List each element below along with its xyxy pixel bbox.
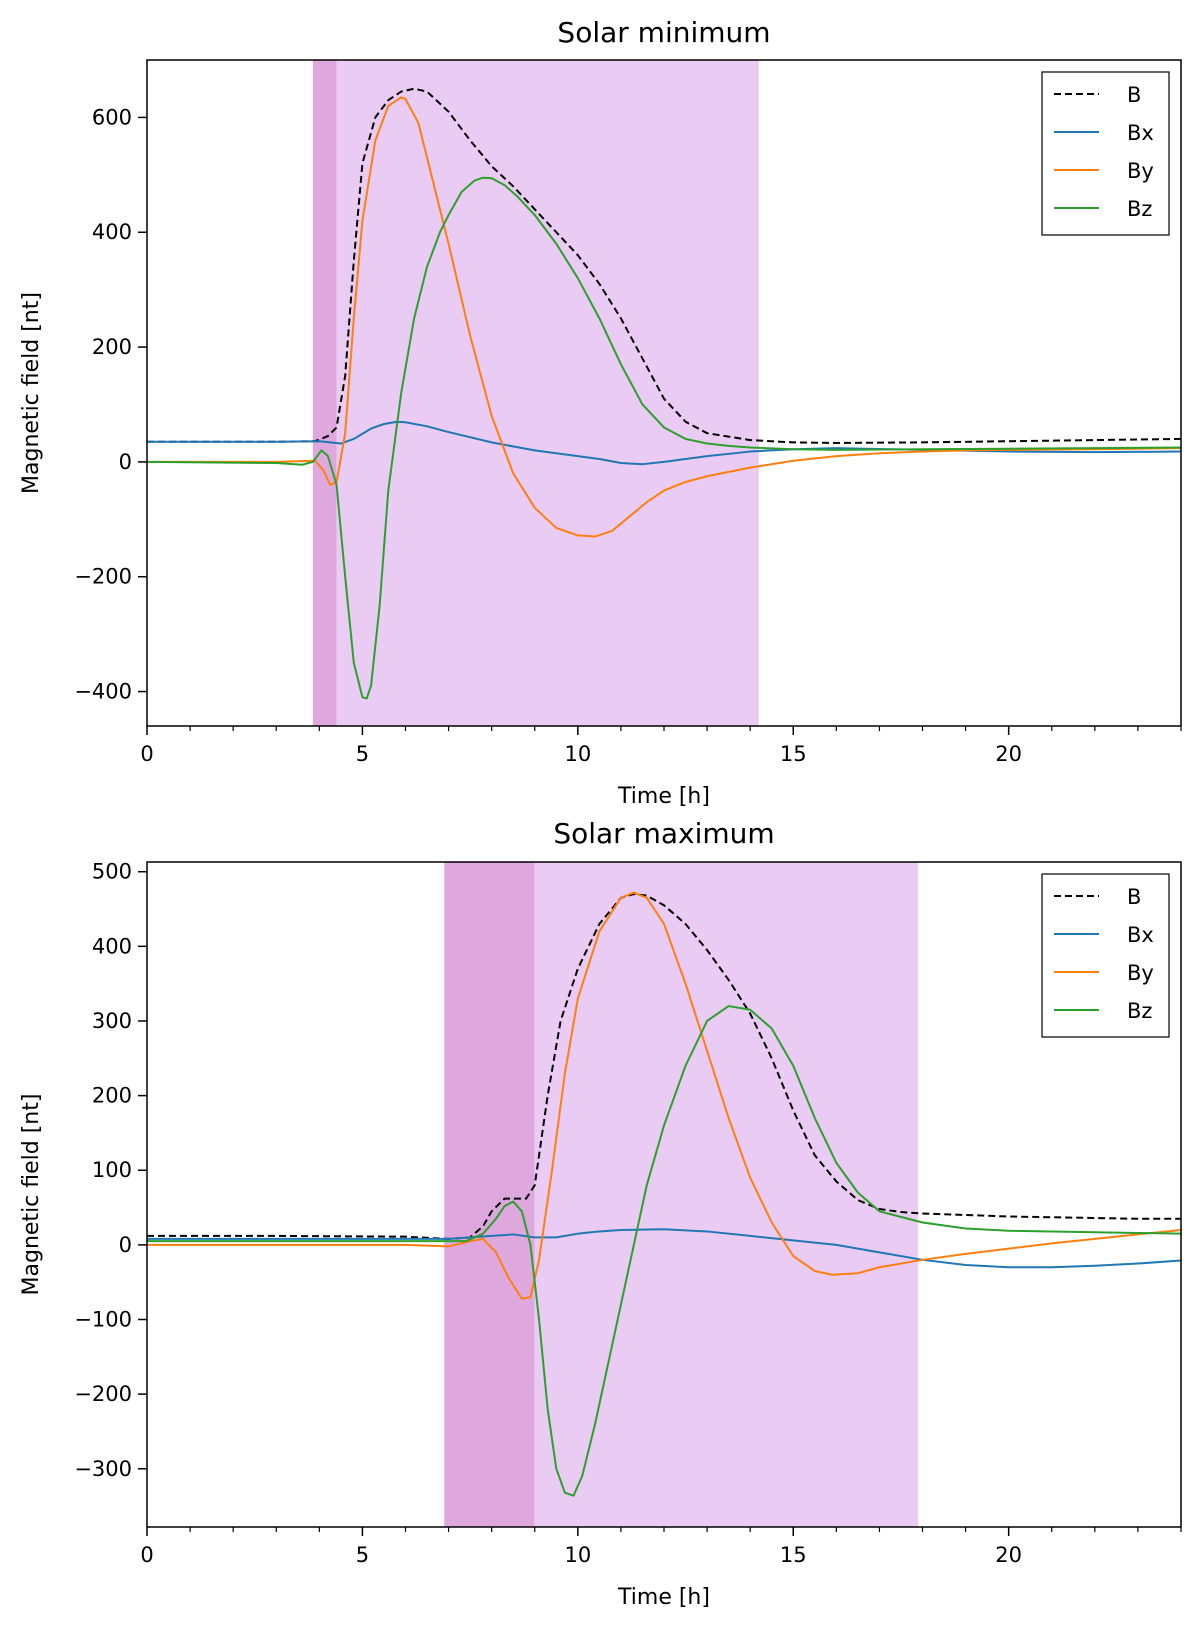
legend-label-by: By — [1127, 159, 1154, 183]
legend-label-bz: Bz — [1127, 197, 1152, 221]
shaded-region-0 — [312, 60, 337, 726]
series-line-by — [147, 96, 1181, 538]
y-tick-label: −400 — [74, 680, 132, 704]
x-axis-label: Time [h] — [617, 784, 710, 809]
y-tick-label: −200 — [74, 565, 132, 589]
x-tick-label: 5 — [356, 1543, 369, 1567]
y-tick-label: 400 — [92, 220, 132, 244]
x-tick-label: 10 — [564, 742, 591, 766]
series-line-bx — [147, 1228, 1181, 1269]
panel-solar-maximum: 0 5 10 15 20 −300 −200 −100 0 100 200 300 400 500 Sola… — [19, 817, 1182, 1610]
y-tick-label: 100 — [92, 1158, 132, 1182]
x-tick-label: 20 — [995, 742, 1022, 766]
shaded-region-1 — [336, 60, 759, 726]
legend-label-bx: Bx — [1127, 121, 1154, 145]
y-tick-label: −200 — [74, 1382, 132, 1406]
series-line-by — [147, 891, 1181, 1300]
y-tick-label: 300 — [92, 1009, 132, 1033]
shaded-region-1 — [534, 862, 919, 1527]
legend-label-bx: Bx — [1127, 923, 1154, 947]
legend: B Bx By Bz — [1041, 71, 1170, 236]
series-line-bz — [147, 176, 1181, 700]
legend-label-b: B — [1127, 83, 1141, 107]
y-tick-label: 200 — [92, 335, 132, 359]
x-tick-label: 0 — [140, 742, 153, 766]
panel-solar-minimum: 0 5 10 15 20 −400 −200 0 200 400 600 Solar minimum T… — [19, 16, 1182, 809]
shaded-region-0 — [444, 862, 535, 1527]
y-axis-label: Magnetic field [nt] — [19, 1094, 44, 1296]
x-tick-label: 15 — [780, 1543, 807, 1567]
y-tick-label: 500 — [92, 860, 132, 884]
series-line-bx — [147, 420, 1181, 466]
series-line-b — [147, 87, 1181, 444]
x-tick-label: 0 — [140, 1543, 153, 1567]
x-tick-label: 20 — [995, 1543, 1022, 1567]
series-line-b — [147, 893, 1181, 1240]
series-line-bz — [147, 1005, 1181, 1497]
y-tick-label: 0 — [119, 1233, 132, 1257]
y-tick-label: 0 — [119, 450, 132, 474]
y-tick-label: 400 — [92, 934, 132, 958]
legend-label-b: B — [1127, 885, 1141, 909]
legend-label-by: By — [1127, 961, 1154, 985]
legend-label-bz: Bz — [1127, 999, 1152, 1023]
y-tick-label: 600 — [92, 105, 132, 129]
y-tick-label: 200 — [92, 1084, 132, 1108]
y-tick-label: −100 — [74, 1308, 132, 1332]
x-tick-label: 15 — [780, 742, 807, 766]
legend: B Bx By Bz — [1041, 873, 1170, 1038]
y-axis-label: Magnetic field [nt] — [19, 292, 44, 494]
x-axis-label: Time [h] — [617, 1585, 710, 1610]
y-tick-label: −300 — [74, 1457, 132, 1481]
chart-title: Solar maximum — [553, 817, 774, 850]
x-tick-label: 5 — [356, 742, 369, 766]
chart-title: Solar minimum — [557, 16, 770, 49]
x-tick-label: 10 — [564, 1543, 591, 1567]
